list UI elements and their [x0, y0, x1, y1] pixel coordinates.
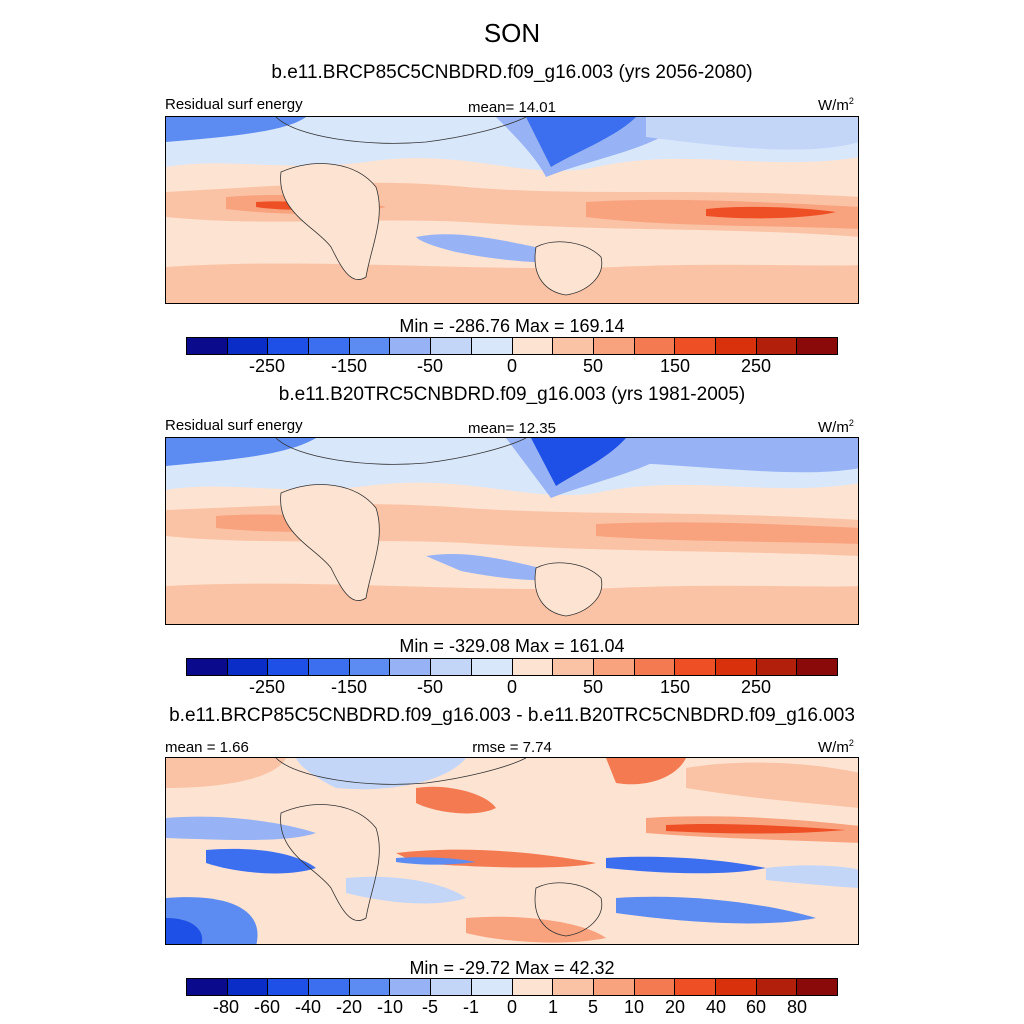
colorbar-box	[187, 659, 228, 675]
colorbar-box	[268, 338, 310, 354]
colorbar-box	[715, 338, 757, 354]
panel-2-tick: -50	[416, 677, 444, 697]
colorbar-box	[715, 659, 757, 675]
colorbar-box	[471, 659, 513, 675]
panel-1-minmax: Min = -286.76 Max = 169.14	[399, 316, 625, 336]
panel-3-colorbar	[186, 978, 838, 996]
colorbar-box	[593, 338, 635, 354]
panel-1-tick: -150	[330, 356, 368, 376]
colorbar-box	[187, 979, 228, 995]
panel-3-tick: 40	[705, 997, 727, 1017]
panel-1-tick: -50	[416, 356, 444, 376]
colorbar-box	[390, 979, 432, 995]
panel-1-units: W/m2	[818, 96, 854, 114]
panel-2-tick: 50	[582, 677, 604, 697]
panel-3-tick: 10	[623, 997, 645, 1017]
panel-1-map	[165, 116, 859, 304]
colorbar-box	[349, 979, 391, 995]
panel-3-title: b.e11.BRCP85C5CNBDRD.f09_g16.003 - b.e11…	[169, 705, 855, 726]
panel-3-tick: 1	[547, 997, 559, 1017]
panel-2-tick: 0	[506, 677, 518, 697]
panel-3-tick: 60	[745, 997, 767, 1017]
colorbar-box	[268, 979, 310, 995]
panel-1-tick: 250	[740, 356, 772, 376]
colorbar-box	[675, 979, 716, 995]
colorbar-box	[512, 338, 554, 354]
panel-2-colorbar	[186, 658, 838, 676]
panel-3-rmse-label: rmse = 7.74	[472, 739, 552, 756]
panel-3-minmax: Min = -29.72 Max = 42.32	[409, 958, 615, 978]
colorbar-box	[349, 338, 391, 354]
panel-1-variable-label: Residual surf energy	[165, 96, 303, 113]
colorbar-box	[553, 979, 594, 995]
colorbar-box	[268, 659, 310, 675]
colorbar-box	[431, 338, 472, 354]
colorbar-box	[431, 979, 472, 995]
panel-2-minmax: Min = -329.08 Max = 161.04	[399, 636, 625, 656]
panel-1-colorbar	[186, 337, 838, 355]
season-title: SON	[483, 18, 541, 48]
panel-2-mean-label: mean= 12.35	[468, 420, 556, 437]
panel-3-tick: 80	[786, 997, 808, 1017]
panel-2-tick: -150	[330, 677, 368, 697]
colorbar-box	[797, 979, 837, 995]
panel-2-tick: 150	[659, 677, 691, 697]
panel-3-mean-label: mean = 1.66	[165, 739, 249, 756]
colorbar-box	[512, 659, 554, 675]
colorbar-box	[756, 979, 798, 995]
panel-3-tick: -80	[212, 997, 240, 1017]
colorbar-box	[593, 659, 635, 675]
colorbar-box	[431, 659, 472, 675]
colorbar-box	[634, 659, 676, 675]
colorbar-box	[675, 338, 716, 354]
panel-2-tick: -250	[248, 677, 286, 697]
colorbar-box	[675, 659, 716, 675]
panel-3-map	[165, 757, 859, 945]
panel-3-tick: 20	[664, 997, 686, 1017]
panel-2-tick: 250	[740, 677, 772, 697]
colorbar-box	[553, 338, 594, 354]
panel-1-title: b.e11.BRCP85C5CNBDRD.f09_g16.003 (yrs 20…	[271, 62, 753, 83]
panel-3-tick: -40	[294, 997, 322, 1017]
colorbar-box	[756, 659, 798, 675]
panel-1-tick: 150	[659, 356, 691, 376]
panel-2-variable-label: Residual surf energy	[165, 417, 303, 434]
colorbar-box	[634, 338, 676, 354]
colorbar-box	[309, 979, 350, 995]
colorbar-box	[797, 659, 837, 675]
colorbar-box	[187, 338, 228, 354]
colorbar-box	[797, 338, 837, 354]
colorbar-box	[512, 979, 554, 995]
panel-3-tick: -60	[253, 997, 281, 1017]
colorbar-box	[390, 659, 432, 675]
colorbar-box	[309, 338, 350, 354]
panel-1-mean-label: mean= 14.01	[468, 99, 556, 116]
colorbar-box	[471, 979, 513, 995]
colorbar-box	[227, 659, 269, 675]
colorbar-box	[634, 979, 676, 995]
panel-3-tick: -5	[421, 997, 439, 1017]
colorbar-box	[227, 338, 269, 354]
panel-2-title: b.e11.B20TRC5CNBDRD.f09_g16.003 (yrs 198…	[278, 384, 746, 405]
colorbar-box	[553, 659, 594, 675]
panel-3-units: W/m2	[818, 738, 854, 756]
colorbar-box	[349, 659, 391, 675]
panel-3-tick: 0	[506, 997, 518, 1017]
colorbar-box	[471, 338, 513, 354]
colorbar-box	[390, 338, 432, 354]
panel-1-tick: 0	[506, 356, 518, 376]
colorbar-box	[756, 338, 798, 354]
panel-3-tick: -10	[376, 997, 404, 1017]
panel-3-tick: 5	[587, 997, 599, 1017]
panel-3-tick: -20	[335, 997, 363, 1017]
panel-2-units: W/m2	[818, 418, 854, 436]
colorbar-box	[227, 979, 269, 995]
panel-2-map	[165, 437, 859, 625]
panel-3-tick: -1	[462, 997, 480, 1017]
colorbar-box	[715, 979, 757, 995]
colorbar-box	[309, 659, 350, 675]
panel-1-tick: 50	[582, 356, 604, 376]
panel-1-tick: -250	[248, 356, 286, 376]
colorbar-box	[593, 979, 635, 995]
